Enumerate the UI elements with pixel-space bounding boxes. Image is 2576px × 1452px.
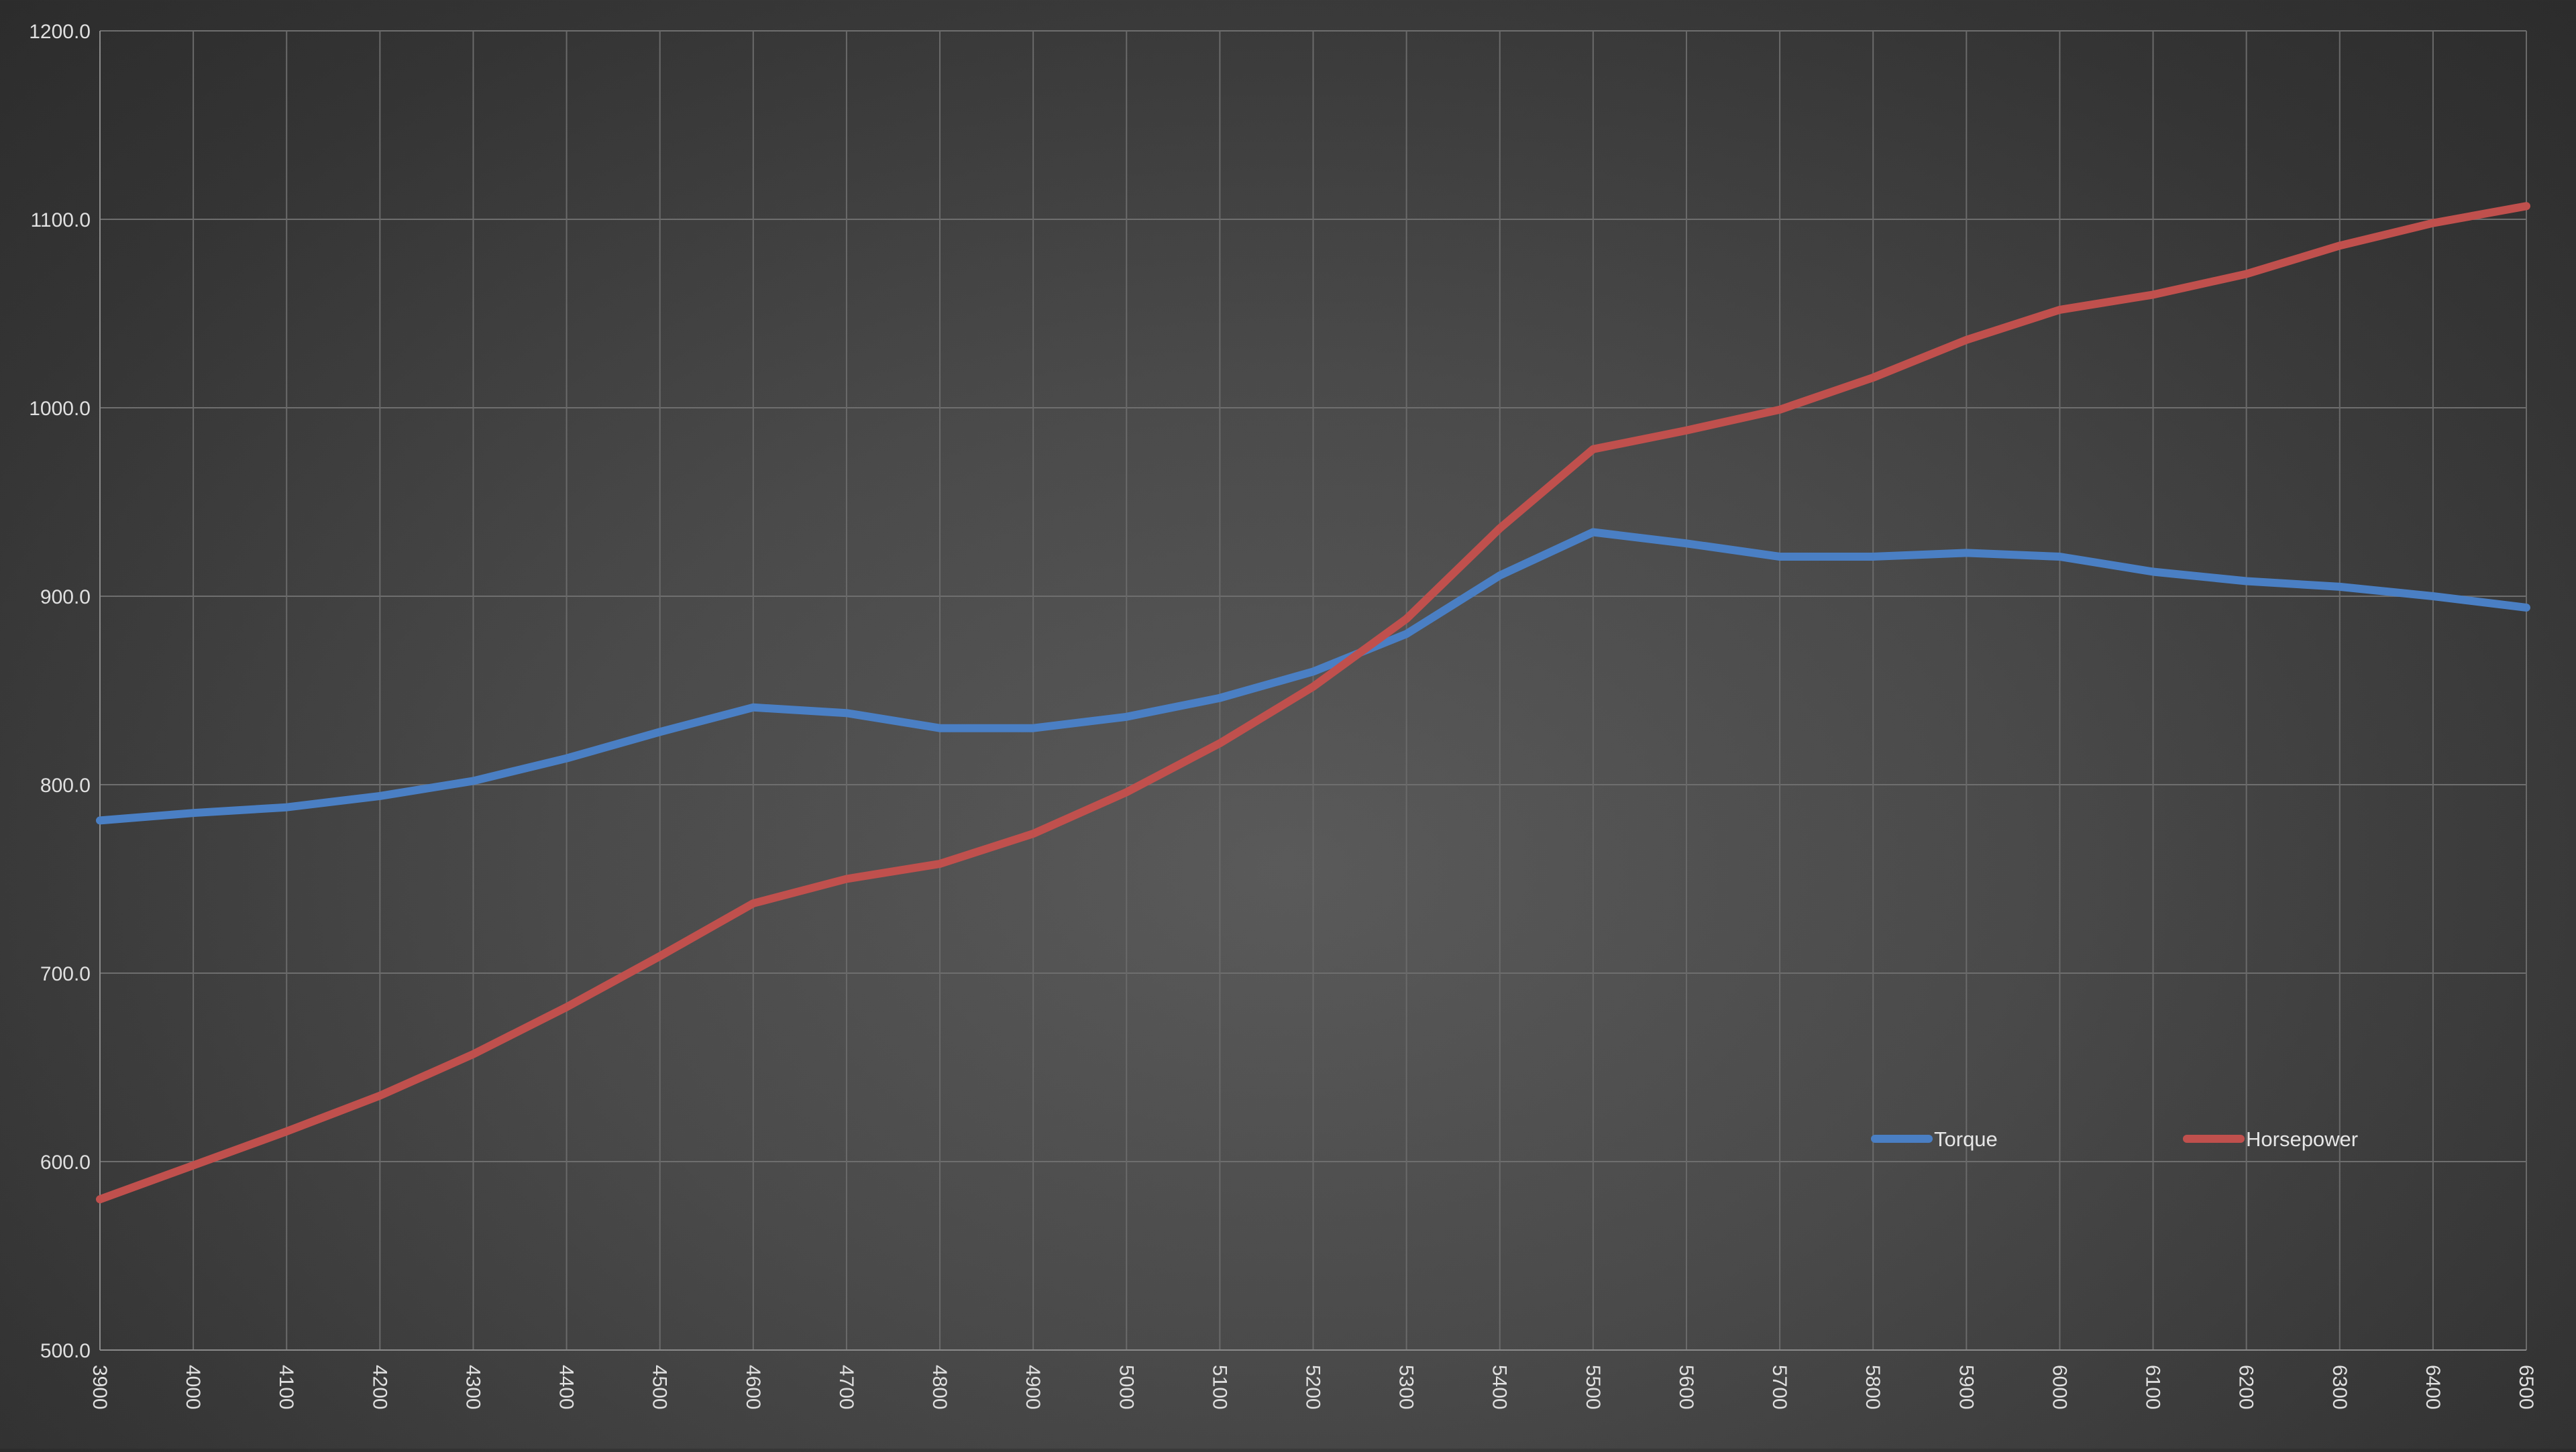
data-series	[96, 202, 2530, 1204]
x-tick-label: 6000	[2048, 1365, 2070, 1410]
x-tick-label: 4100	[275, 1365, 297, 1410]
x-tick-label: 6400	[2422, 1365, 2444, 1410]
x-tick-label: 6500	[2515, 1365, 2537, 1410]
series-line-torque	[96, 528, 2530, 825]
y-tick-label: 500.0	[40, 1340, 91, 1362]
x-tick-label: 6300	[2328, 1365, 2351, 1410]
x-tick-label: 5600	[1675, 1365, 1697, 1410]
x-tick-label: 3900	[89, 1365, 111, 1410]
x-tick-label: 4800	[928, 1365, 951, 1410]
x-tick-label: 4700	[835, 1365, 857, 1410]
x-tick-label: 4600	[742, 1365, 764, 1410]
x-tick-label: 4000	[182, 1365, 204, 1410]
legend: Torque Horsepower	[1871, 1127, 2358, 1151]
x-tick-label: 5900	[1955, 1365, 1977, 1410]
x-tick-label: 4400	[555, 1365, 578, 1410]
legend-label-horsepower: Horsepower	[2246, 1127, 2358, 1151]
y-tick-label: 800.0	[40, 775, 91, 797]
y-tick-label: 1100.0	[30, 209, 91, 231]
axes	[99, 31, 2526, 1351]
x-tick-label: 6200	[2235, 1365, 2257, 1410]
legend-label-torque: Torque	[1934, 1127, 1998, 1151]
y-tick-label: 1000.0	[29, 398, 91, 420]
gridlines	[99, 30, 2527, 1351]
x-tick-label: 5400	[1489, 1365, 1511, 1410]
x-tick-label: 5800	[1862, 1365, 1884, 1410]
x-tick-label: 5200	[1302, 1365, 1324, 1410]
x-tick-label: 5300	[1395, 1365, 1417, 1410]
series-line-horsepower	[96, 202, 2530, 1204]
y-tick-label: 900.0	[40, 586, 91, 608]
x-tick-label: 6100	[2142, 1365, 2164, 1410]
y-axis-tick-labels: 500.0 600.0 700.0 800.0 900.0 1000.0 1100.0 120…	[29, 21, 91, 1362]
x-tick-label: 4200	[368, 1365, 390, 1410]
x-tick-label: 5000	[1115, 1365, 1137, 1410]
x-axis-tick-labels: 3900 4000 4100 4200 4300 4400 4500 4600 4700 4800…	[89, 1365, 2537, 1410]
y-tick-label: 700.0	[40, 963, 91, 985]
y-tick-label: 1200.0	[29, 21, 91, 43]
x-tick-label: 5700	[1768, 1365, 1790, 1410]
x-tick-label: 4300	[462, 1365, 484, 1410]
x-tick-label: 4500	[649, 1365, 671, 1410]
x-tick-label: 5500	[1582, 1365, 1604, 1410]
x-tick-label: 4900	[1022, 1365, 1044, 1410]
x-tick-label: 5100	[1208, 1365, 1230, 1410]
y-tick-label: 600.0	[40, 1152, 91, 1174]
